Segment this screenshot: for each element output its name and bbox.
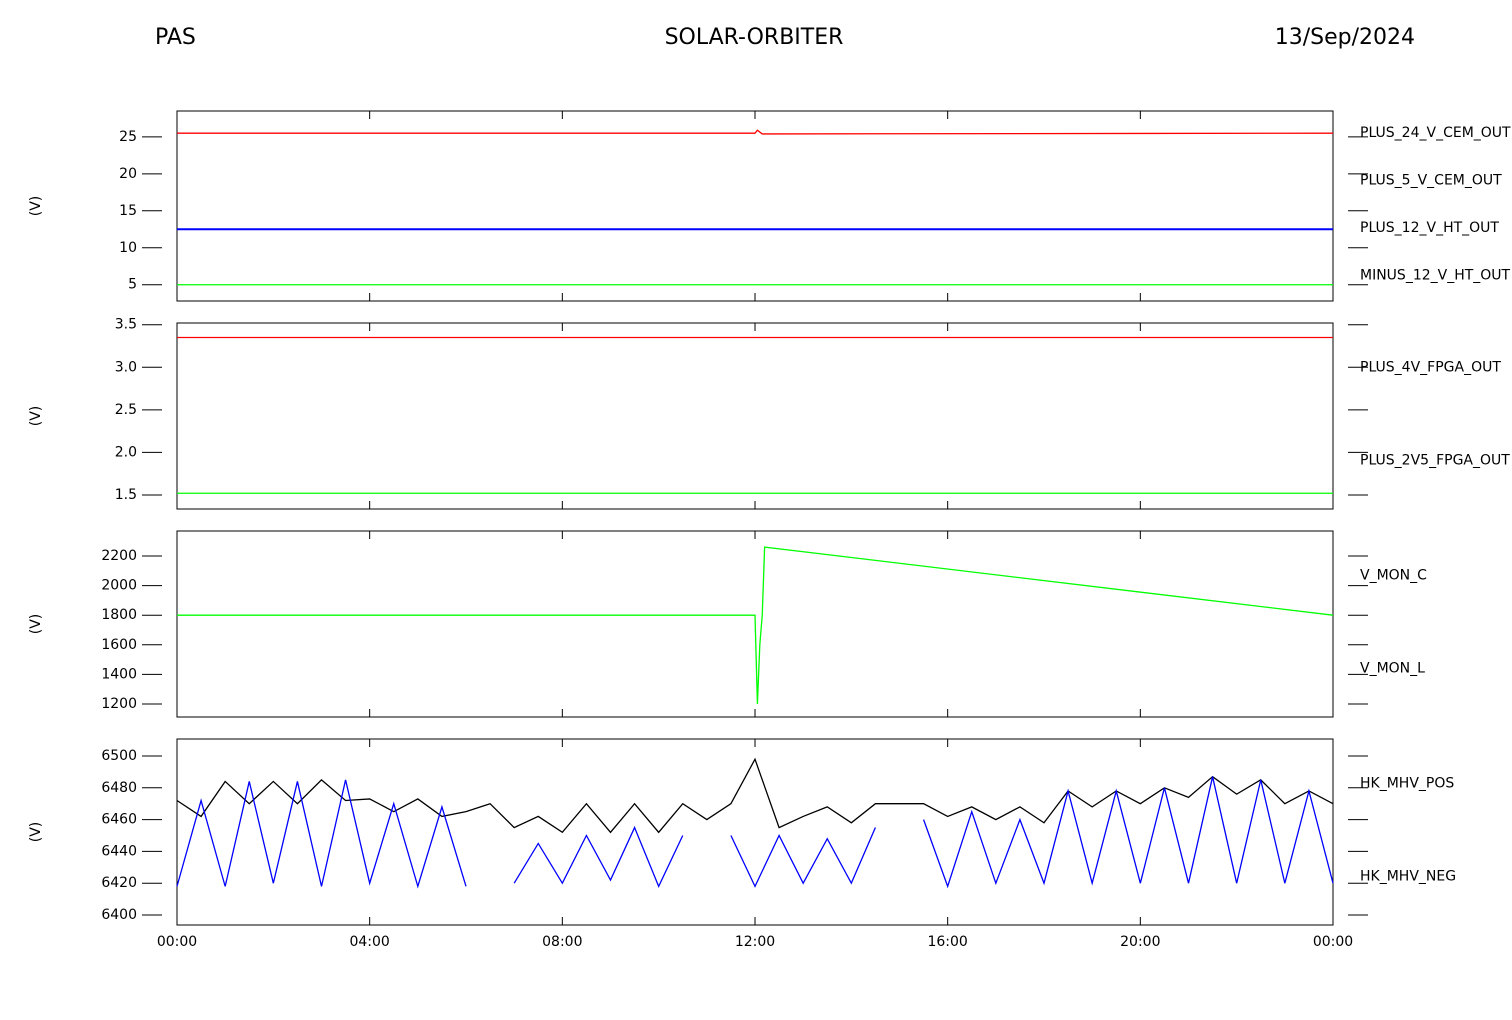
y-tick-label: 6500 — [101, 748, 137, 764]
data-line — [177, 129, 1334, 135]
plot-frame — [176, 738, 1334, 926]
y-tick-label: 1400 — [101, 666, 137, 682]
y-tick-label: 2200 — [101, 548, 137, 564]
legend-label: PLUS_24_V_CEM_OUT — [1360, 125, 1511, 141]
legend-label: V_MON_L — [1360, 661, 1425, 677]
plot-frame — [176, 110, 1334, 302]
x-tick-label: 20:00 — [1120, 934, 1160, 950]
legend-label: PLUS_4V_FPGA_OUT — [1360, 360, 1501, 376]
y-tick-label: 1200 — [101, 696, 137, 712]
legend-label: PLUS_2V5_FPGA_OUT — [1360, 453, 1510, 469]
legend-label: PLUS_5_V_CEM_OUT — [1360, 172, 1502, 188]
x-tick-label: 04:00 — [349, 934, 389, 950]
y-axis-label: (V) — [28, 406, 44, 427]
plot-frame — [176, 322, 1334, 510]
legend-label: PLUS_12_V_HT_OUT — [1360, 220, 1499, 236]
y-tick-label: 20 — [119, 166, 137, 182]
y-tick-label: 5 — [128, 277, 137, 293]
x-tick-label: 00:00 — [157, 934, 197, 950]
data-line — [177, 546, 1334, 705]
y-tick-label: 2000 — [101, 578, 137, 594]
y-tick-label: 2.0 — [115, 444, 137, 460]
data-line — [176, 776, 1334, 889]
y-axis-label: (V) — [28, 822, 44, 843]
y-tick-label: 6460 — [101, 812, 137, 828]
y-tick-label: 10 — [119, 240, 137, 256]
y-axis-label: (V) — [28, 196, 44, 217]
y-tick-label: 1800 — [101, 607, 137, 623]
legend-label: HK_MHV_NEG — [1360, 869, 1456, 885]
legend-label: HK_MHV_POS — [1360, 776, 1454, 792]
y-tick-label: 6420 — [101, 875, 137, 891]
y-tick-label: 1.5 — [115, 487, 137, 503]
y-tick-label: 25 — [119, 129, 137, 145]
header-title: SOLAR-ORBITER — [665, 25, 844, 50]
x-tick-label: 08:00 — [542, 934, 582, 950]
header-left: PAS — [155, 25, 196, 50]
y-tick-label: 6400 — [101, 907, 137, 923]
y-tick-label: 3.5 — [115, 317, 137, 333]
y-axis-label: (V) — [28, 614, 44, 635]
legend-label: MINUS_12_V_HT_OUT — [1360, 267, 1511, 283]
legend-label: V_MON_C — [1360, 568, 1427, 584]
header-date: 13/Sep/2024 — [1275, 25, 1415, 50]
y-tick-label: 6440 — [101, 843, 137, 859]
y-tick-label: 15 — [119, 203, 137, 219]
y-tick-label: 3.0 — [115, 359, 137, 375]
x-tick-label: 16:00 — [927, 934, 967, 950]
x-tick-label: 00:00 — [1313, 934, 1353, 950]
data-line — [176, 757, 1334, 834]
y-tick-label: 6480 — [101, 780, 137, 796]
x-tick-label: 12:00 — [735, 934, 775, 950]
y-tick-label: 2.5 — [115, 402, 137, 418]
y-tick-label: 1600 — [101, 637, 137, 653]
